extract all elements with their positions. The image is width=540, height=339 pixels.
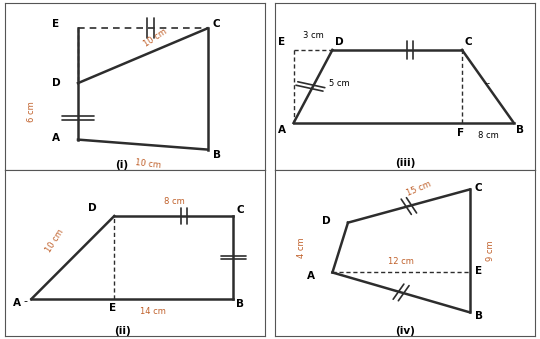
Text: A: A — [278, 125, 286, 135]
Text: (ii): (ii) — [113, 326, 131, 336]
Text: E: E — [475, 266, 482, 276]
Text: A: A — [13, 298, 21, 308]
Text: A: A — [307, 271, 314, 281]
Text: C: C — [213, 19, 220, 28]
Text: C: C — [475, 183, 483, 193]
Text: D: D — [52, 78, 60, 88]
Text: B: B — [213, 150, 221, 160]
Text: A: A — [52, 133, 60, 143]
Text: 8 cm: 8 cm — [477, 131, 498, 140]
Text: 9 cm: 9 cm — [486, 241, 495, 261]
Text: 3 cm: 3 cm — [302, 31, 323, 40]
Text: 14 cm: 14 cm — [140, 307, 166, 316]
Text: 4 cm: 4 cm — [297, 237, 306, 258]
Text: 10 cm: 10 cm — [134, 158, 161, 170]
Text: (iii): (iii) — [395, 158, 415, 168]
Text: B: B — [475, 311, 483, 321]
Text: 5 cm: 5 cm — [328, 79, 349, 87]
Text: D: D — [322, 216, 330, 226]
Text: 10 cm: 10 cm — [143, 27, 169, 49]
Text: 12 cm: 12 cm — [388, 257, 414, 266]
Text: C: C — [236, 205, 244, 215]
Text: 15 cm: 15 cm — [406, 179, 433, 198]
Text: B: B — [516, 125, 524, 135]
Text: E: E — [52, 19, 59, 28]
Text: E: E — [109, 303, 116, 313]
Text: --: -- — [485, 79, 491, 88]
Text: (i): (i) — [116, 160, 129, 170]
Text: 6 cm: 6 cm — [27, 101, 36, 122]
Text: E: E — [278, 37, 285, 47]
Text: C: C — [464, 37, 472, 47]
Text: -: - — [24, 296, 28, 306]
Text: B: B — [236, 299, 244, 310]
Text: (iv): (iv) — [395, 326, 415, 336]
Text: D: D — [89, 203, 97, 213]
Text: F: F — [457, 128, 464, 138]
Text: 8 cm: 8 cm — [164, 197, 184, 206]
Text: D: D — [335, 37, 343, 47]
Text: 10 cm: 10 cm — [44, 227, 65, 254]
